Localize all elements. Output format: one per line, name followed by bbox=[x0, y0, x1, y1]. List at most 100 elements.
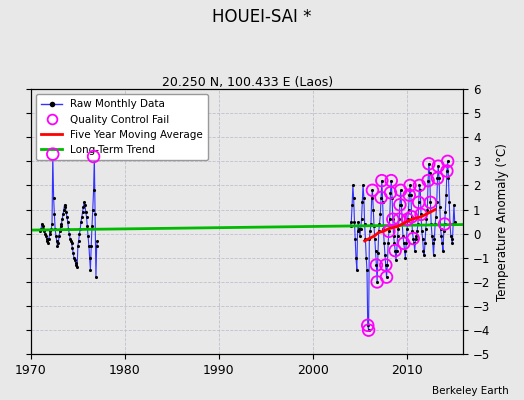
Point bbox=[90, 187, 98, 194]
Point bbox=[445, 199, 453, 206]
Point bbox=[431, 221, 439, 227]
Point bbox=[60, 202, 69, 208]
Point bbox=[414, 199, 423, 206]
Point bbox=[378, 178, 386, 184]
Point bbox=[40, 228, 48, 234]
Point bbox=[402, 240, 410, 246]
Point bbox=[412, 233, 421, 239]
Text: Berkeley Earth: Berkeley Earth bbox=[432, 386, 508, 396]
Point bbox=[406, 182, 414, 189]
Point bbox=[57, 221, 66, 227]
Point bbox=[400, 247, 409, 254]
Point bbox=[366, 228, 374, 234]
Point bbox=[384, 240, 392, 246]
Point bbox=[408, 228, 417, 234]
Point bbox=[421, 226, 430, 232]
Point bbox=[356, 226, 365, 232]
Point bbox=[386, 216, 394, 222]
Point bbox=[408, 214, 416, 220]
Point bbox=[440, 221, 449, 227]
Point bbox=[75, 230, 84, 237]
Point bbox=[407, 192, 415, 198]
Point bbox=[385, 228, 393, 234]
Point bbox=[370, 235, 379, 242]
Point bbox=[364, 322, 372, 328]
Point bbox=[78, 214, 86, 220]
Point bbox=[416, 187, 424, 194]
Point bbox=[414, 199, 423, 206]
Point bbox=[399, 233, 407, 239]
Point bbox=[80, 199, 89, 206]
Point bbox=[90, 153, 99, 160]
Point bbox=[367, 194, 376, 201]
Point bbox=[367, 221, 375, 227]
Point bbox=[387, 178, 396, 184]
Text: HOUEI-SAI *: HOUEI-SAI * bbox=[212, 8, 312, 26]
Point bbox=[443, 168, 451, 174]
Point bbox=[37, 226, 45, 232]
Point bbox=[450, 202, 458, 208]
Point bbox=[83, 223, 92, 230]
Point bbox=[411, 235, 420, 242]
Point bbox=[427, 221, 435, 227]
Point bbox=[443, 158, 452, 164]
Point bbox=[418, 228, 426, 234]
Point bbox=[73, 264, 81, 271]
Point bbox=[85, 242, 93, 249]
Point bbox=[392, 257, 400, 264]
Point bbox=[84, 233, 92, 239]
Point bbox=[64, 226, 73, 232]
Point bbox=[381, 252, 389, 259]
Point bbox=[409, 235, 418, 242]
Point bbox=[433, 175, 442, 182]
Point bbox=[386, 190, 395, 196]
Point bbox=[58, 216, 67, 222]
Point bbox=[347, 218, 355, 225]
Point bbox=[350, 194, 358, 201]
Point bbox=[74, 242, 82, 249]
Point bbox=[370, 223, 378, 230]
Point bbox=[92, 274, 100, 280]
Point bbox=[389, 233, 398, 239]
Point bbox=[373, 279, 381, 285]
Point bbox=[410, 247, 419, 254]
Point bbox=[361, 235, 369, 242]
Point bbox=[394, 233, 402, 239]
Point bbox=[51, 226, 59, 232]
Point bbox=[391, 247, 399, 254]
Point bbox=[363, 267, 371, 273]
Point bbox=[424, 160, 433, 167]
Point bbox=[361, 221, 369, 227]
Point bbox=[38, 223, 47, 230]
Point bbox=[38, 221, 46, 227]
Point bbox=[386, 190, 395, 196]
Point bbox=[39, 226, 48, 232]
Point bbox=[439, 247, 447, 254]
Point bbox=[417, 211, 425, 218]
Point bbox=[424, 178, 432, 184]
Point bbox=[46, 228, 54, 234]
Point bbox=[56, 228, 64, 234]
Point bbox=[50, 211, 59, 218]
Point bbox=[52, 233, 60, 239]
Point bbox=[59, 211, 67, 218]
Point bbox=[383, 274, 391, 280]
Point bbox=[57, 223, 65, 230]
Point bbox=[396, 202, 404, 208]
Point bbox=[62, 209, 70, 215]
Point bbox=[377, 194, 385, 201]
Point bbox=[66, 235, 74, 242]
Point bbox=[403, 216, 412, 222]
Point bbox=[74, 238, 83, 244]
Point bbox=[52, 238, 61, 244]
Point bbox=[359, 182, 367, 189]
Point bbox=[36, 228, 45, 234]
Point bbox=[85, 255, 94, 261]
Point bbox=[49, 151, 57, 157]
Point bbox=[355, 226, 363, 232]
Point bbox=[375, 221, 384, 227]
Point bbox=[389, 216, 397, 222]
Point bbox=[400, 240, 408, 246]
Point bbox=[41, 233, 50, 239]
Point bbox=[353, 267, 361, 273]
